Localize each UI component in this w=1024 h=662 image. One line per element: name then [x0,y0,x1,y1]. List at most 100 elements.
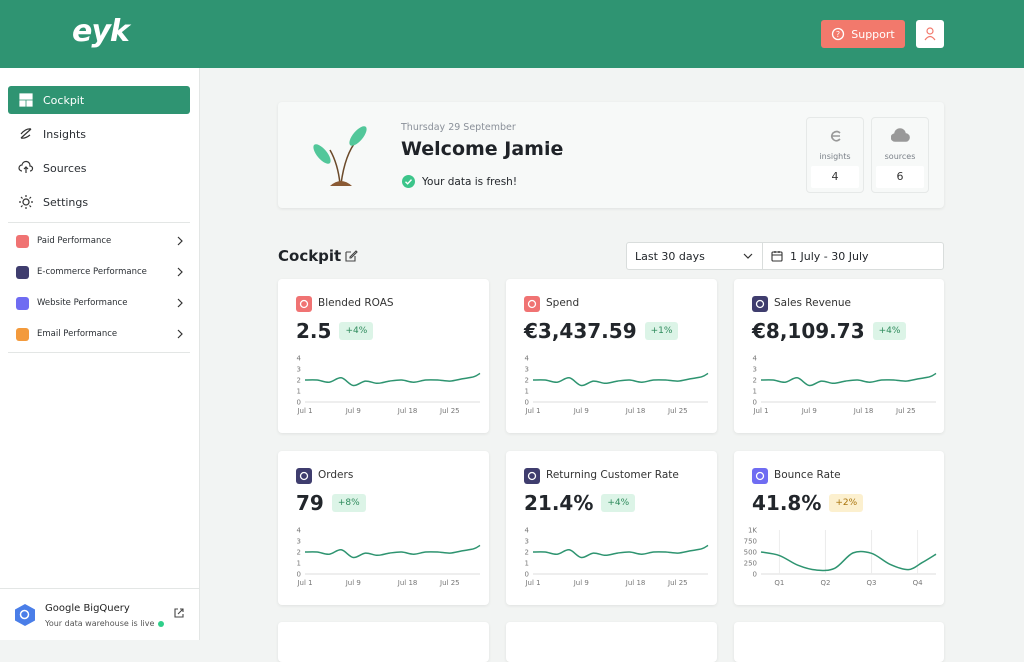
line-series [304,544,481,559]
x-tick-label: Jul 18 [625,407,646,415]
y-tick-label: 0 [525,399,529,407]
metric-value: €8,109.73 [752,319,865,343]
metric-value: 41.8% [752,491,822,515]
bigquery-icon [15,604,35,626]
divider [8,222,190,223]
y-tick-label: 4 [753,355,758,363]
chevron [177,298,183,308]
metric-card: Orders 79 +8% 0 1 2 3 4 Jul 1 Jul 9 Jul 18 Jul 25 [278,451,489,605]
nav-item[interactable]: Sources [8,154,190,182]
stat-icon [830,130,841,142]
chevron [177,267,183,277]
icon-path [19,195,33,209]
chevron [177,236,183,246]
range-select[interactable]: Last 30 days [635,250,705,263]
x-tick-label: Jul 18 [625,579,646,587]
section-icon [16,234,29,248]
date-range[interactable]: 1 July - 30 July [790,250,869,263]
x-tick-label: Jul 9 [345,407,361,415]
metric-card: Spend €3,437.59 +1% 0 1 2 3 4 Jul 1 Jul 9 Jul 18 Ju… [506,279,717,433]
divider [762,243,763,269]
metric-row: 21.4% +4% [524,491,636,515]
x-tick-label: Q2 [820,579,830,587]
chevron-path [177,298,183,308]
welcome-card: Thursday 29 September Welcome Jamie Your… [278,102,944,208]
metric-row: €8,109.73 +4% [752,319,907,343]
y-tick-label: 3 [753,366,757,374]
x-tick-label: Jul 25 [667,579,688,587]
chevron-path [177,236,183,246]
stat-value: 6 [876,166,924,188]
user-icon [924,27,936,41]
x-tick-label: Q1 [774,579,784,587]
sparkline: 0 250 500 750 1K Q1 Q2 Q3 Q4 [744,527,937,587]
logo[interactable]: eyk [72,14,130,49]
nav-icon [19,195,33,209]
icon-path [299,299,309,309]
y-tick-label: 0 [297,399,301,407]
metric-icon [524,296,540,312]
sparkline: 0 1 2 3 4 Jul 1 Jul 9 Jul 18 Jul 25 [524,527,709,587]
nav-item[interactable]: Settings [8,188,190,216]
metric-title: Returning Customer Rate [546,469,679,481]
y-tick-label: 4 [525,355,530,363]
plant-illustration [313,126,367,186]
icon-path [891,128,910,142]
user-button[interactable] [916,20,944,48]
edit-icon[interactable] [344,249,358,263]
x-tick-label: Q3 [867,579,877,587]
x-tick-label: Jul 9 [345,579,361,587]
line-series [532,372,709,387]
section-label: Paid Performance [37,236,112,246]
nav-label: Sources [43,161,87,175]
x-tick-label: Q4 [913,579,924,587]
metric-title: Sales Revenue [774,297,852,309]
y-tick-label: 1 [297,388,301,396]
y-tick-label: 4 [525,527,530,535]
line-series [760,550,937,572]
nav-icon [19,93,33,107]
x-tick-label: Jul 18 [397,579,418,587]
stat-box: insights 4 [806,117,864,193]
metric-change: +2% [829,494,864,512]
icon-path [527,299,537,309]
metric-change: +4% [339,322,374,340]
metric-value: 21.4% [524,491,594,515]
y-tick-label: 1 [297,560,301,568]
y-tick-label: 4 [297,355,302,363]
section-icon [16,296,29,310]
nav-item[interactable]: Cockpit [8,86,190,114]
nav-item[interactable]: Insights [8,120,190,148]
support-button[interactable]: ? Support [821,20,905,48]
y-tick-label: 250 [744,560,757,568]
warehouse-status[interactable]: Google BigQuery Your data warehouse is l… [0,588,200,640]
icon-glyph [755,471,765,481]
metric-value: 2.5 [296,319,332,343]
external-link-icon[interactable] [173,607,185,619]
x-tick-label: Jul 9 [573,579,589,587]
metric-icon [752,296,768,312]
y-tick-label: 0 [525,571,529,579]
y-tick-label: 2 [525,549,529,557]
metric-title: Bounce Rate [774,469,841,481]
line-series [532,544,709,559]
icon-path [18,160,34,173]
card-placeholder [506,622,717,662]
nav-section[interactable]: E-commerce Performance [16,262,184,282]
nav-section[interactable]: Email Performance [16,324,184,344]
x-tick-label: Jul 1 [296,579,312,587]
metric-change: +1% [644,322,679,340]
y-tick-label: 3 [297,538,301,546]
stat-label: insights [819,152,851,161]
nav-section[interactable]: Paid Performance [16,231,184,251]
nav-section[interactable]: Website Performance [16,293,184,313]
sparkline: 0 1 2 3 4 Jul 1 Jul 9 Jul 18 Jul 25 [752,355,937,415]
y-tick-label: 1 [525,388,529,396]
y-tick-label: 2 [753,377,757,385]
metric-row: 79 +8% [296,491,366,515]
support-label: Support [851,27,895,41]
y-tick-label: 0 [753,399,757,407]
icon-path [299,471,309,481]
x-tick-label: Jul 18 [397,407,418,415]
icon-path [19,93,33,107]
